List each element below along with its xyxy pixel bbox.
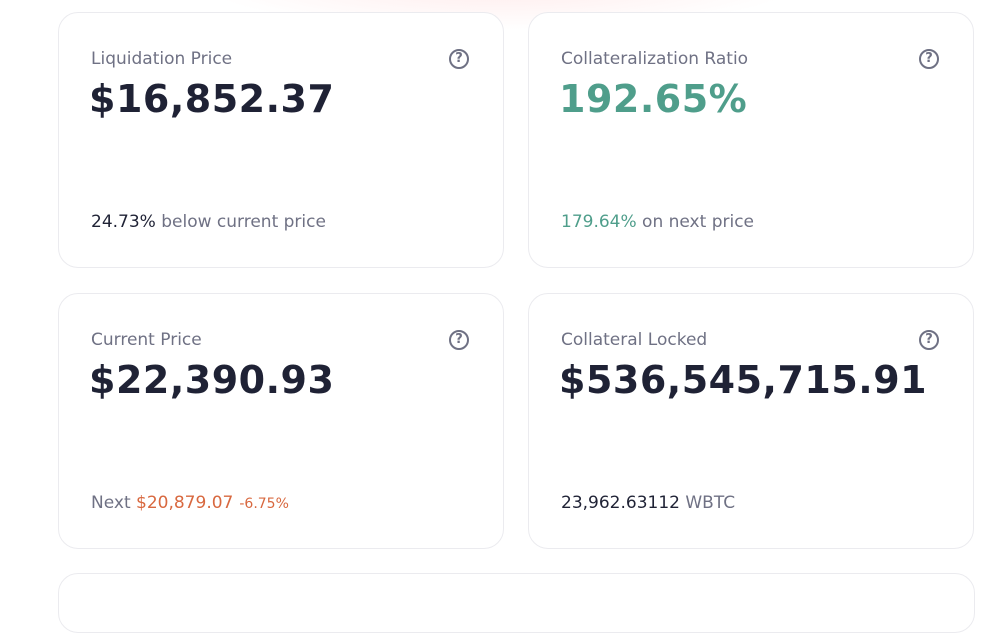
footer-amount: 23,962.63112 (561, 493, 680, 513)
help-icon[interactable]: ? (919, 49, 939, 69)
page: Liquidation Price ? $16,852.37 24.73% be… (58, 0, 975, 633)
card-label: Liquidation Price (91, 49, 233, 69)
footer-text: on next price (642, 212, 754, 232)
card: Current Price ? $22,390.93 Next $20,879.… (58, 293, 504, 549)
footer-amount: $20,879.07 (136, 493, 234, 513)
card-value: $22,390.93 (89, 358, 335, 402)
card: Collateral Locked ? $536,545,715.91 23,9… (528, 293, 974, 549)
help-icon[interactable]: ? (919, 330, 939, 350)
footer-amount: 24.73% (91, 212, 156, 232)
card-footer: 179.64% on next price (561, 212, 754, 232)
help-icon[interactable]: ? (449, 330, 469, 350)
card: Collateralization Ratio ? 192.65% 179.64… (528, 12, 974, 268)
card-partial (58, 573, 975, 633)
footer-text: WBTC (685, 493, 736, 513)
card-value: 192.65% (559, 77, 748, 121)
card-footer: 23,962.63112 WBTC (561, 493, 735, 513)
footer-prefix: Next (91, 493, 131, 513)
card-label: Collateral Locked (561, 330, 708, 350)
card-label: Current Price (91, 330, 202, 350)
footer-text: below current price (161, 212, 326, 232)
card: Liquidation Price ? $16,852.37 24.73% be… (58, 12, 504, 268)
card-footer: 24.73% below current price (91, 212, 326, 232)
card-label: Collateralization Ratio (561, 49, 749, 69)
help-icon[interactable]: ? (449, 49, 469, 69)
footer-change: -6.75% (239, 496, 289, 512)
card-value: $16,852.37 (89, 77, 335, 121)
card-value: $536,545,715.91 (559, 358, 928, 402)
footer-amount: 179.64% (561, 212, 637, 232)
card-footer: Next $20,879.07 -6.75% (91, 493, 289, 513)
